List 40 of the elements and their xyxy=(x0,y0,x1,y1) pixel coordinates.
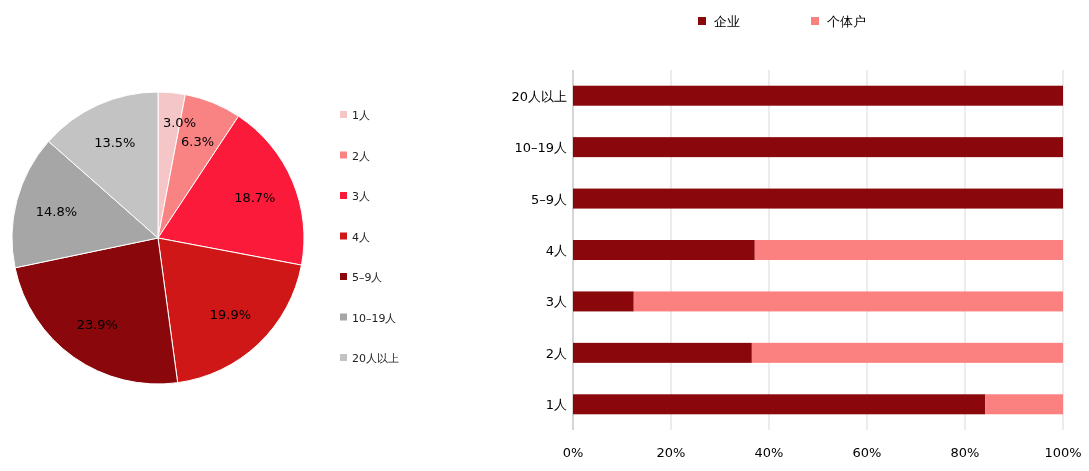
bar xyxy=(633,291,1063,312)
data-label: 6.3% xyxy=(181,133,215,149)
legend-label: 5–9人 xyxy=(352,271,383,284)
y-tick-label: 3人 xyxy=(545,294,567,310)
bar xyxy=(573,137,1063,158)
y-tick-label: 5–9人 xyxy=(530,191,567,207)
legend-label: 10–19人 xyxy=(352,311,397,325)
x-tick-label: 60% xyxy=(852,445,882,460)
legend-label: 个体户 xyxy=(827,14,866,29)
data-label: 3.0% xyxy=(162,114,197,130)
bar xyxy=(573,188,1063,209)
bar xyxy=(573,85,1063,106)
x-tick-label: 0% xyxy=(562,445,584,460)
bar xyxy=(754,240,1063,260)
bar xyxy=(573,394,986,415)
x-tick-label: 40% xyxy=(754,445,784,460)
legend-label: 4人 xyxy=(352,230,370,244)
legend-label: 2人 xyxy=(352,149,370,163)
bar xyxy=(985,394,1063,415)
y-tick-label: 4人 xyxy=(545,243,567,258)
x-tick-label: 80% xyxy=(950,445,980,460)
y-tick-label: 10–19人 xyxy=(514,140,567,156)
legend-label: 3人 xyxy=(352,190,370,203)
data-label: 23.9% xyxy=(76,316,118,332)
y-tick-label: 20人以上 xyxy=(511,88,567,104)
bar xyxy=(751,342,1063,363)
bar xyxy=(573,240,755,260)
data-label: 13.5% xyxy=(94,135,136,151)
data-label: 19.9% xyxy=(209,307,252,323)
bar xyxy=(573,342,752,363)
legend-label: 企业 xyxy=(714,14,740,29)
x-tick-label: 100% xyxy=(1044,445,1082,460)
legend-label: 1人 xyxy=(352,109,370,122)
data-label: 18.7% xyxy=(234,190,276,206)
bar xyxy=(573,291,634,312)
x-tick-label: 20% xyxy=(656,445,686,460)
data-label: 14.8% xyxy=(35,204,78,220)
y-tick-label: 1人 xyxy=(545,397,567,413)
legend-label: 20人以上 xyxy=(352,352,399,365)
y-tick-label: 2人 xyxy=(545,345,567,361)
